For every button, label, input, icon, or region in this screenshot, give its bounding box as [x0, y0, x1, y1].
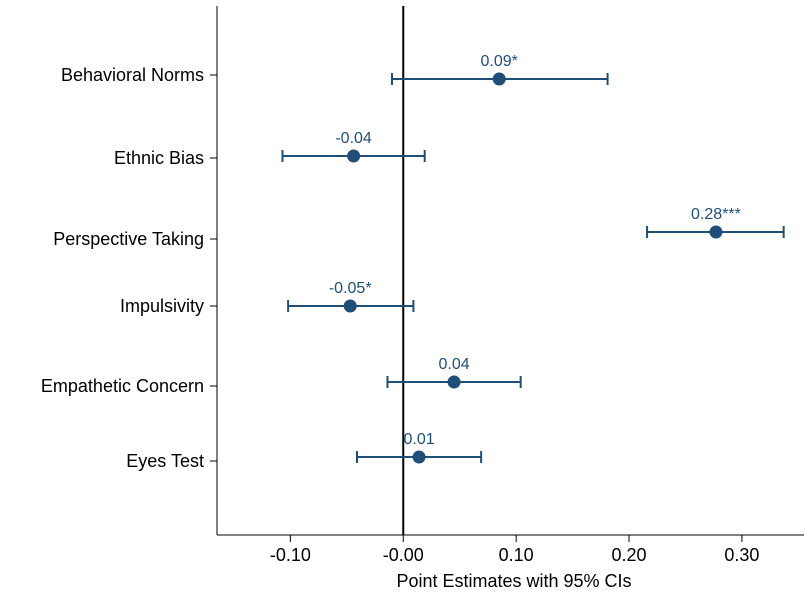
data-label: 0.09* — [481, 53, 518, 70]
estimate-row: -0.04 — [281, 130, 426, 163]
data-label: -0.04 — [335, 130, 372, 147]
y-axis-labels: Behavioral Norms Ethnic Bias Perspective T… — [41, 65, 217, 471]
x-axis-ticks: -0.10 -0.00 0.10 0.20 0.30 — [270, 535, 759, 565]
x-tick-label: 0.10 — [499, 545, 534, 565]
point-estimate — [447, 375, 461, 389]
point-estimate — [709, 225, 723, 239]
data-label: 0.01 — [403, 431, 434, 448]
data-label: 0.04 — [438, 356, 469, 373]
x-tick-label: 0.30 — [724, 545, 759, 565]
axes — [216, 6, 804, 536]
x-tick-label: 0.20 — [612, 545, 647, 565]
point-estimate — [343, 299, 357, 313]
data-label: -0.05* — [329, 280, 372, 297]
estimate-row: -0.05* — [287, 280, 415, 313]
estimate-row: 0.01 — [355, 431, 483, 464]
y-tick-label: Behavioral Norms — [61, 65, 204, 85]
x-tick-label: -0.00 — [383, 545, 424, 565]
chart-marks: 0.09* -0.04 0.28*** -0.05* 0.04 0.01 — [281, 53, 785, 464]
estimate-row: 0.28*** — [646, 206, 785, 239]
x-tick-label: -0.10 — [270, 545, 311, 565]
estimate-row: 0.09* — [390, 53, 609, 86]
y-tick-label: Perspective Taking — [53, 229, 204, 249]
y-tick-label: Ethnic Bias — [114, 148, 204, 168]
x-axis-title: Point Estimates with 95% CIs — [396, 571, 631, 591]
data-label: 0.28*** — [691, 206, 741, 223]
point-estimate — [347, 149, 361, 163]
y-tick-label: Impulsivity — [120, 296, 204, 316]
point-estimate — [412, 450, 426, 464]
point-estimate — [492, 72, 506, 86]
y-tick-label: Eyes Test — [126, 451, 204, 471]
y-tick-label: Empathetic Concern — [41, 376, 204, 396]
estimate-row: 0.04 — [386, 356, 522, 389]
